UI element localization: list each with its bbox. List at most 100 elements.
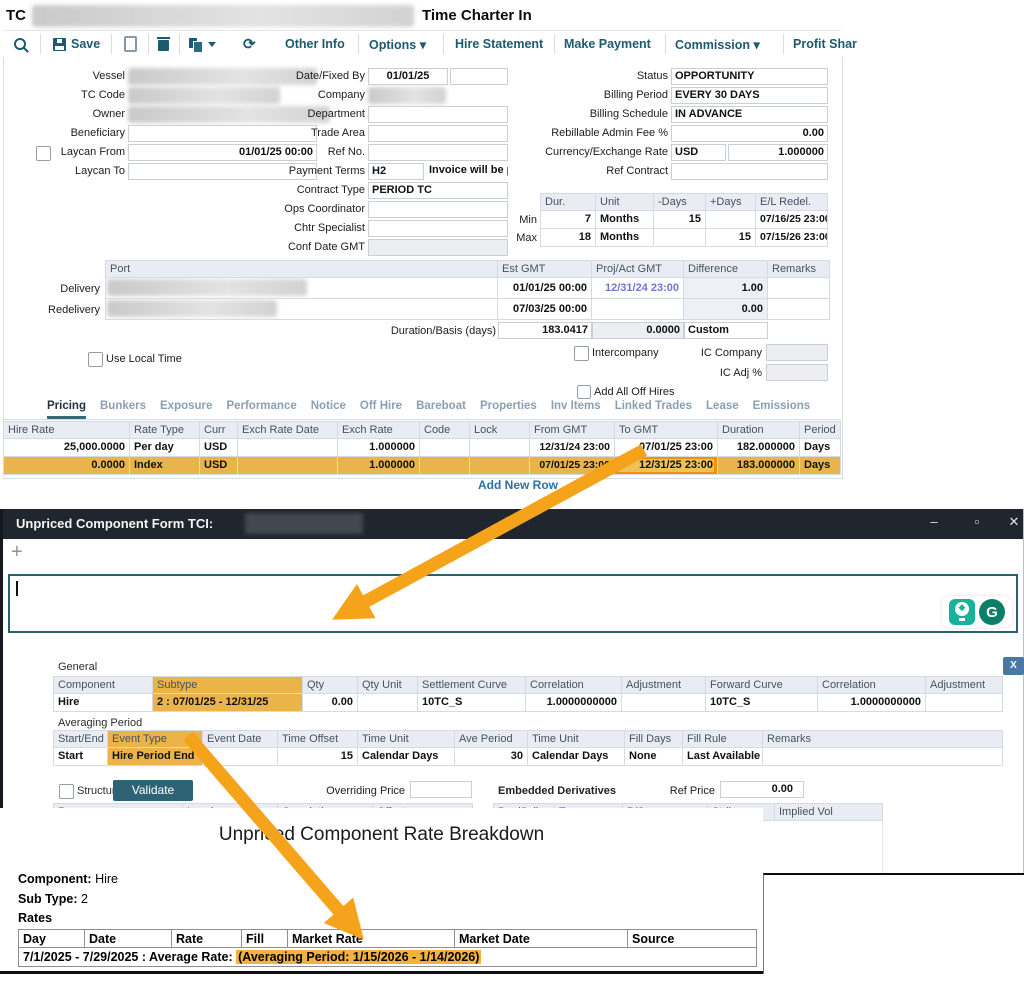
exchange-rate-field[interactable]: 1.000000 (728, 144, 828, 161)
intercompany-checkbox[interactable] (574, 346, 589, 361)
payment-terms-code-field[interactable]: H2 (368, 163, 424, 180)
owner-value-redacted (128, 106, 330, 123)
delivery-row: 01/01/25 00:00 12/31/24 23:00 1.00 (105, 278, 830, 299)
options-menu[interactable]: Options ▾ (369, 37, 426, 52)
to-gmt-highlighted-cell[interactable]: 12/31/25 23:00 (615, 457, 718, 475)
minimize-button[interactable]: – (930, 514, 938, 529)
laycan-to-label: Laycan To (75, 165, 125, 177)
rate-breakdown-report: Unpriced Component Rate Breakdown Compon… (0, 808, 763, 974)
duration-basis-label: Duration/Basis (days) (390, 325, 496, 337)
maximize-button[interactable]: ▫ (974, 514, 980, 529)
delivery-remarks-cell[interactable] (768, 278, 830, 299)
min-row: 7 Months 15 07/16/25 23:00 (540, 211, 828, 229)
tab-linked-trades[interactable]: Linked Trades (614, 400, 693, 412)
validate-button[interactable]: Validate (113, 780, 193, 801)
payment-terms-desc: Invoice will be paid (426, 163, 508, 180)
tc-code-value-redacted (128, 87, 280, 104)
ic-adj-label: IC Adj % (719, 367, 762, 379)
subtype-value-highlighted[interactable]: 2 : 07/01/25 - 12/31/25 (153, 694, 303, 712)
redelivery-remarks-cell[interactable] (768, 299, 830, 320)
report-title: Unpriced Component Rate Breakdown (218, 824, 545, 845)
max-row: 18 Months 15 07/15/26 23:00 (540, 229, 828, 247)
ref-no-field[interactable] (368, 144, 508, 161)
hire-statement-button[interactable]: Hire Statement (455, 37, 544, 51)
dialog-titlebar[interactable]: Unpriced Component Form TCI: – ▫ ✕ (3, 509, 1023, 539)
laycan-from-checkbox[interactable] (36, 146, 51, 161)
general-row: Hire 2 : 07/01/25 - 12/31/25 0.00 10TC_S… (53, 694, 1003, 712)
copy-button[interactable] (189, 31, 216, 57)
use-local-time-label: Use Local Time (106, 353, 182, 365)
event-type-header-highlighted: Event Type (108, 730, 203, 748)
basis-field[interactable]: Custom (684, 322, 768, 339)
laycan-from-label: Laycan From (60, 146, 125, 158)
tab-bunkers[interactable]: Bunkers (99, 400, 147, 412)
overriding-price-field[interactable] (410, 781, 472, 798)
laycan-to-field[interactable] (128, 163, 317, 180)
date-fixed-by-field[interactable]: 01/01/25 (368, 68, 448, 85)
add-all-off-hires-checkbox[interactable] (577, 385, 591, 399)
beneficiary-field[interactable] (128, 125, 317, 142)
commission-menu[interactable]: Commission ▾ (675, 37, 760, 52)
report-subtype-line: Sub Type: 2 (18, 892, 88, 906)
component-text-input[interactable]: G (8, 574, 1018, 633)
tab-inv-items[interactable]: Inv Items (550, 400, 601, 412)
tab-bar: Pricing Bunkers Exposure Performance Not… (47, 400, 839, 419)
tab-bareboat[interactable]: Bareboat (416, 400, 466, 412)
text-cursor (16, 581, 18, 596)
rebillable-admin-fee-field[interactable]: 0.00 (671, 125, 828, 142)
hire-rate-row-1: 25,000.0000 Per day USD 1.000000 12/31/2… (3, 439, 841, 457)
averaging-period-table: Start/End Event Type Event Date Time Off… (53, 730, 1003, 766)
other-info-button[interactable]: Other Info (285, 37, 345, 51)
redelivery-port-cell[interactable] (105, 299, 498, 320)
ops-coordinator-field[interactable] (368, 201, 508, 218)
search-button[interactable] (14, 31, 26, 57)
save-button[interactable]: Save (53, 31, 100, 57)
currency-field[interactable]: USD (671, 144, 726, 161)
tab-pricing[interactable]: Pricing (47, 400, 86, 419)
grammarly-g-icon[interactable]: G (979, 599, 1005, 625)
refresh-button[interactable]: ⟳ (243, 31, 256, 57)
delivery-port-cell[interactable] (105, 278, 498, 299)
averaging-period-highlight: (Averaging Period: 1/15/2026 - 1/14/2026… (236, 950, 482, 964)
tab-notice[interactable]: Notice (310, 400, 346, 412)
duration-alt-field: 0.0000 (592, 322, 684, 339)
billing-period-field[interactable]: EVERY 30 DAYS (671, 87, 828, 104)
tab-lease[interactable]: Lease (706, 400, 739, 412)
status-field[interactable]: OPPORTUNITY (671, 68, 828, 85)
ic-adj-field (766, 364, 828, 381)
fixed-by-field[interactable] (450, 68, 508, 85)
suggestion-bulb-icon[interactable] (949, 599, 975, 625)
billing-schedule-field[interactable]: IN ADVANCE (671, 106, 828, 123)
ref-contract-field[interactable] (671, 163, 828, 180)
chtr-specialist-field[interactable] (368, 220, 508, 237)
minmax-table: Dur. Unit -Days +Days E/L Redel. 7 Month… (540, 193, 828, 247)
structure-checkbox[interactable] (59, 784, 74, 799)
ic-company-label: IC Company (700, 347, 762, 359)
tab-performance[interactable]: Performance (226, 400, 297, 412)
add-component-button[interactable]: + (11, 541, 23, 563)
event-type-value-highlighted[interactable]: Hire Period End (108, 748, 203, 766)
tab-exposure[interactable]: Exposure (160, 400, 213, 412)
company-value-redacted (368, 87, 446, 104)
trade-area-field[interactable] (368, 125, 508, 142)
page-title: Time Charter In (422, 7, 532, 24)
rebillable-admin-fee-label: Rebillable Admin Fee % (551, 127, 668, 139)
tab-off-hire[interactable]: Off Hire (359, 400, 403, 412)
laycan-from-field[interactable]: 01/01/25 00:00 (128, 144, 317, 161)
new-document-button[interactable] (124, 31, 137, 57)
general-table: Component Subtype Qty Qty Unit Settlemen… (53, 676, 1003, 712)
profit-sharing-button[interactable]: Profit Shar (793, 37, 857, 51)
ref-price-field[interactable]: 0.00 (720, 781, 804, 798)
tab-properties[interactable]: Properties (479, 400, 537, 412)
section-close-button[interactable]: X (1003, 657, 1024, 675)
close-button[interactable]: ✕ (1008, 514, 1020, 529)
tab-emissions[interactable]: Emissions (752, 400, 811, 412)
embedded-derivatives-label: Embedded Derivatives (498, 785, 616, 797)
add-new-row-link-pricing[interactable]: Add New Row (478, 478, 558, 492)
department-field[interactable] (368, 106, 508, 123)
use-local-time-checkbox[interactable] (88, 352, 103, 367)
delete-button[interactable] (157, 31, 170, 57)
contract-type-field[interactable]: PERIOD TC (368, 182, 508, 199)
make-payment-button[interactable]: Make Payment (564, 37, 651, 51)
